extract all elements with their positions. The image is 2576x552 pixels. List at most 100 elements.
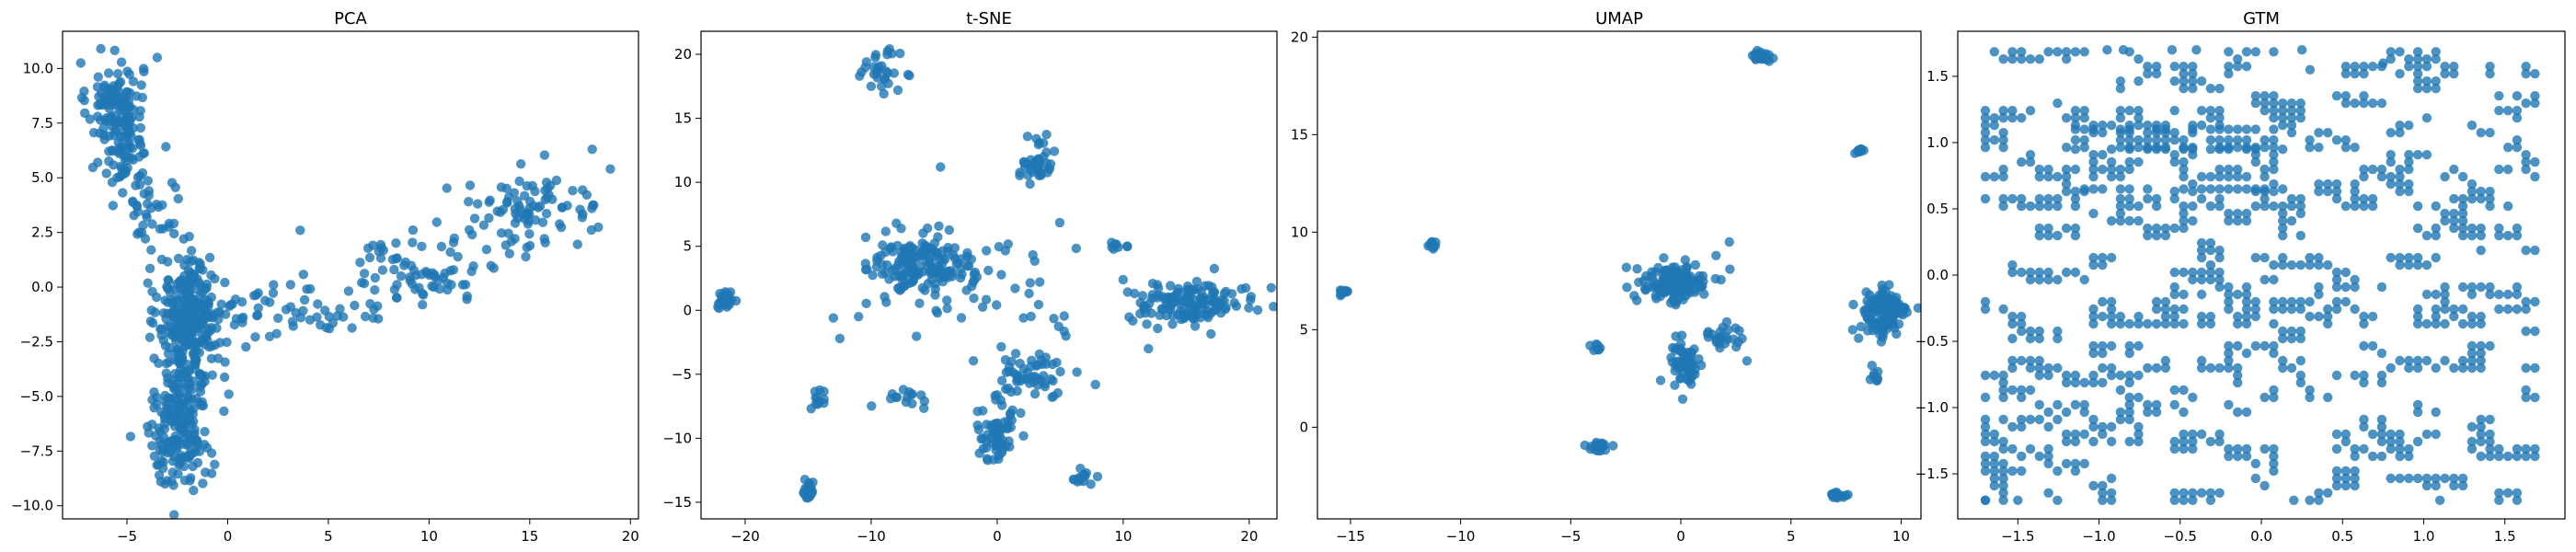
scatter-point (2088, 124, 2099, 134)
scatter-point (2224, 289, 2234, 300)
scatter-point (1683, 276, 1693, 287)
scatter-point (2179, 171, 2189, 182)
scatter-point (2017, 466, 2027, 477)
scatter-point (1041, 359, 1052, 369)
scatter-point (877, 269, 888, 279)
scatter-point (1090, 379, 1100, 390)
scatter-point (2106, 473, 2117, 484)
scatter-point (2061, 53, 2072, 64)
scatter-point (2278, 296, 2288, 307)
scatter-point (2494, 164, 2504, 175)
scatter-point (150, 307, 160, 317)
scatter-point (268, 288, 279, 298)
scatter-point (2331, 429, 2342, 440)
scatter-point (1742, 356, 1753, 366)
scatter-point (2205, 267, 2216, 278)
scatter-point (2224, 443, 2234, 454)
scatter-point (1012, 385, 1022, 397)
scatter-point (2098, 362, 2108, 374)
scatter-point (145, 316, 156, 327)
scatter-point (142, 213, 152, 223)
scatter-point (2457, 362, 2468, 374)
scatter-point (2098, 340, 2108, 351)
scatter-point (2053, 362, 2063, 374)
scatter-point (149, 387, 159, 397)
scatter-point (1055, 366, 1065, 377)
scatter-point (199, 311, 210, 321)
scatter-point (136, 80, 146, 90)
scatter-point (2269, 318, 2279, 329)
scatter-point (936, 162, 946, 172)
scatter-point (2017, 193, 2027, 204)
scatter-point (186, 317, 196, 328)
scatter-point (2179, 184, 2189, 194)
scatter-point (1026, 164, 1036, 175)
y-tick-label: 0.0 (31, 279, 53, 295)
scatter-point (2250, 311, 2260, 322)
scatter-point (186, 275, 196, 285)
scatter-point (2431, 311, 2441, 322)
scatter-point (1081, 467, 1092, 478)
scatter-point (2188, 76, 2198, 86)
scatter-point (138, 220, 148, 231)
scatter-point (2340, 296, 2351, 307)
scatter-point (2241, 296, 2252, 307)
scatter-point (2530, 326, 2540, 337)
scatter-point (119, 149, 130, 160)
scatter-point (2278, 355, 2288, 366)
scatter-point (834, 333, 845, 344)
scatter-point (540, 237, 550, 247)
scatter-point (1998, 488, 2008, 498)
scatter-point (996, 270, 1006, 280)
scatter-point (2404, 259, 2414, 270)
scatter-point (541, 178, 552, 188)
scatter-point (2079, 113, 2089, 123)
scatter-point (357, 278, 367, 288)
scatter-point (179, 328, 190, 338)
y-tick-label: 0.0 (1926, 267, 1949, 283)
scatter-point (2485, 186, 2495, 197)
scatter-point (206, 323, 217, 333)
scatter-point (2169, 62, 2179, 72)
scatter-point (2053, 414, 2063, 425)
scatter-point (1677, 394, 1688, 404)
scatter-point (173, 353, 183, 364)
scatter-point (2241, 304, 2252, 315)
scatter-point (1711, 250, 1721, 260)
scatter-point (2179, 144, 2189, 155)
scatter-point (2088, 414, 2099, 425)
scatter-point (2034, 274, 2044, 285)
scatter-point (147, 286, 157, 297)
scatter-point (2340, 69, 2351, 79)
scatter-point (1639, 276, 1649, 286)
scatter-point (2412, 473, 2423, 484)
scatter-point (399, 260, 409, 270)
scatter-point (2167, 45, 2178, 55)
scatter-point (1025, 278, 1036, 288)
scatter-point (174, 388, 184, 398)
scatter-point (2449, 473, 2459, 484)
scatter-point (1980, 143, 1991, 153)
scatter-point (2179, 208, 2189, 219)
scatter-point (2070, 113, 2081, 123)
scatter-point (109, 45, 120, 55)
scatter-point (2269, 186, 2279, 197)
scatter-point (2133, 76, 2144, 86)
scatter-point (2241, 443, 2252, 454)
scatter-point (2034, 193, 2044, 204)
scatter-point (2115, 124, 2126, 134)
scatter-point (2007, 466, 2018, 477)
scatter-point (1731, 341, 1742, 352)
scatter-point (210, 459, 220, 469)
scatter-point (2521, 385, 2531, 396)
scatter-point (190, 357, 200, 368)
scatter-point (180, 382, 190, 393)
scatter-point (2278, 230, 2288, 241)
y-tick-label: 10 (1291, 224, 1308, 240)
scatter-point (2088, 318, 2099, 329)
scatter-point (1176, 314, 1186, 325)
scatter-point (2395, 436, 2405, 447)
scatter-point (2431, 289, 2441, 300)
scatter-point (2205, 184, 2216, 194)
scatter-point (889, 68, 899, 78)
